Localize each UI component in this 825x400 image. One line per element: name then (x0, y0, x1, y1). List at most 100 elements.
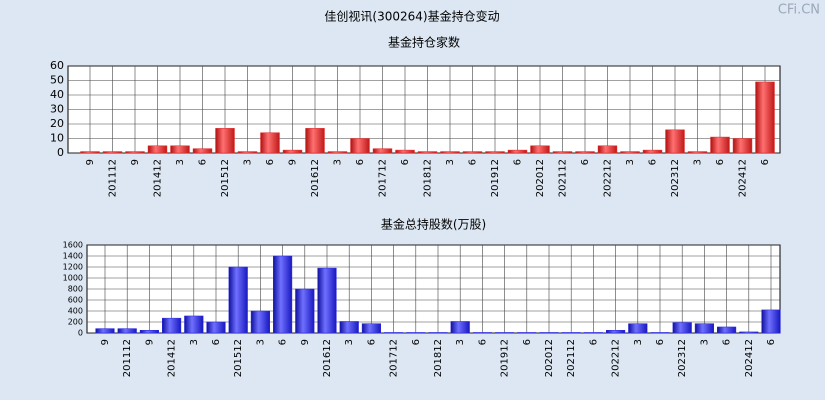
bar (237, 151, 258, 154)
x-tick-label: 201812 (433, 339, 444, 377)
bar (139, 330, 159, 334)
bar (102, 151, 123, 154)
y-tick-label: 1000 (63, 274, 83, 283)
x-tick-label: 201112 (122, 339, 133, 377)
x-tick-label: 3 (175, 159, 186, 165)
x-tick-label: 6 (513, 159, 524, 165)
y-tick-label: 1600 (63, 241, 83, 250)
bar (260, 132, 280, 154)
x-tick-label: 9 (288, 159, 299, 165)
bar (125, 151, 145, 154)
x-tick-label: 6 (655, 339, 666, 345)
bar (650, 332, 670, 334)
y-tick-label: 10 (50, 132, 64, 145)
y-tick-label: 40 (50, 88, 64, 101)
x-tick-label: 6 (722, 339, 733, 345)
bar (665, 129, 685, 154)
bar (530, 145, 550, 154)
y-tick-label: 60 (50, 59, 64, 72)
x-tick-label: 3 (699, 339, 710, 345)
y-tick-label: 30 (50, 103, 64, 116)
x-tick-label: 9 (300, 339, 311, 345)
x-tick-label: 6 (648, 159, 659, 165)
y-tick-label: 20 (50, 117, 64, 130)
x-tick-label: 201712 (389, 339, 400, 377)
x-tick-label: 6 (278, 339, 289, 345)
y-tick-label: 0 (57, 146, 64, 159)
x-tick-label: 6 (211, 339, 222, 345)
bar (417, 151, 438, 154)
x-tick-label: 201912 (500, 339, 511, 377)
x-tick-label: 3 (633, 339, 644, 345)
bar (450, 321, 470, 334)
x-tick-label: 3 (243, 159, 254, 165)
x-tick-label: 202012 (535, 159, 546, 197)
bar (710, 136, 730, 154)
x-tick-label: 202312 (677, 339, 688, 377)
x-tick-label: 202212 (611, 339, 622, 377)
bar (170, 145, 190, 154)
bar (597, 145, 618, 154)
bar (250, 310, 270, 334)
y-tick-label: 200 (68, 318, 83, 327)
x-tick-label: 202412 (738, 159, 749, 197)
bar (672, 322, 692, 334)
x-tick-label: 201712 (378, 159, 389, 197)
x-tick-label: 201512 (233, 339, 244, 377)
x-tick-label: 9 (130, 159, 141, 165)
x-tick-label: 202412 (744, 339, 755, 377)
x-tick-label: 201112 (108, 159, 119, 197)
watermark: CFi.CN (778, 3, 820, 18)
bar (495, 332, 515, 334)
bar (147, 145, 168, 154)
x-tick-label: 6 (400, 159, 411, 165)
x-tick-label: 3 (333, 159, 344, 165)
x-tick-label: 201612 (322, 339, 333, 377)
bar (305, 128, 325, 154)
x-tick-label: 6 (760, 159, 771, 165)
y-tick-label: 1400 (63, 252, 83, 261)
x-tick-label: 201912 (490, 159, 501, 197)
x-tick-label: 6 (588, 339, 599, 345)
x-tick-label: 3 (693, 159, 704, 165)
bar (575, 151, 595, 154)
bar (395, 149, 415, 154)
y-tick-label: 400 (68, 307, 83, 316)
bar (117, 328, 137, 334)
x-tick-label: 3 (189, 339, 200, 345)
bar (184, 315, 204, 334)
bar (485, 151, 505, 154)
bar (583, 332, 603, 334)
chart-title: 基金持仓家数 (388, 35, 460, 50)
bar (517, 332, 537, 334)
x-tick-label: 6 (477, 339, 488, 345)
y-tick-label: 0 (78, 329, 83, 338)
bar (350, 138, 370, 154)
x-tick-label: 6 (766, 339, 777, 345)
bar (739, 331, 759, 334)
bar (317, 267, 337, 334)
x-tick-label: 6 (411, 339, 422, 345)
x-tick-label: 3 (455, 339, 466, 345)
x-tick-label: 6 (198, 159, 209, 165)
bar (327, 151, 348, 154)
y-tick-label: 1200 (63, 263, 83, 272)
bar (732, 138, 753, 154)
x-tick-label: 6 (355, 159, 366, 165)
x-tick-label: 6 (522, 339, 533, 345)
bar (687, 151, 708, 154)
bar (339, 321, 359, 334)
x-tick-label: 6 (580, 159, 591, 165)
x-tick-label: 3 (445, 159, 456, 165)
bar (539, 332, 559, 334)
x-tick-label: 202012 (544, 339, 555, 377)
chart-title: 基金总持股数(万股) (381, 217, 486, 232)
bar (162, 317, 182, 334)
y-tick-label: 600 (68, 296, 83, 305)
bar (95, 328, 115, 334)
bar (215, 128, 235, 154)
x-tick-label: 6 (468, 159, 479, 165)
x-tick-label: 201412 (153, 159, 164, 197)
bar (384, 332, 404, 334)
bar (606, 330, 626, 334)
